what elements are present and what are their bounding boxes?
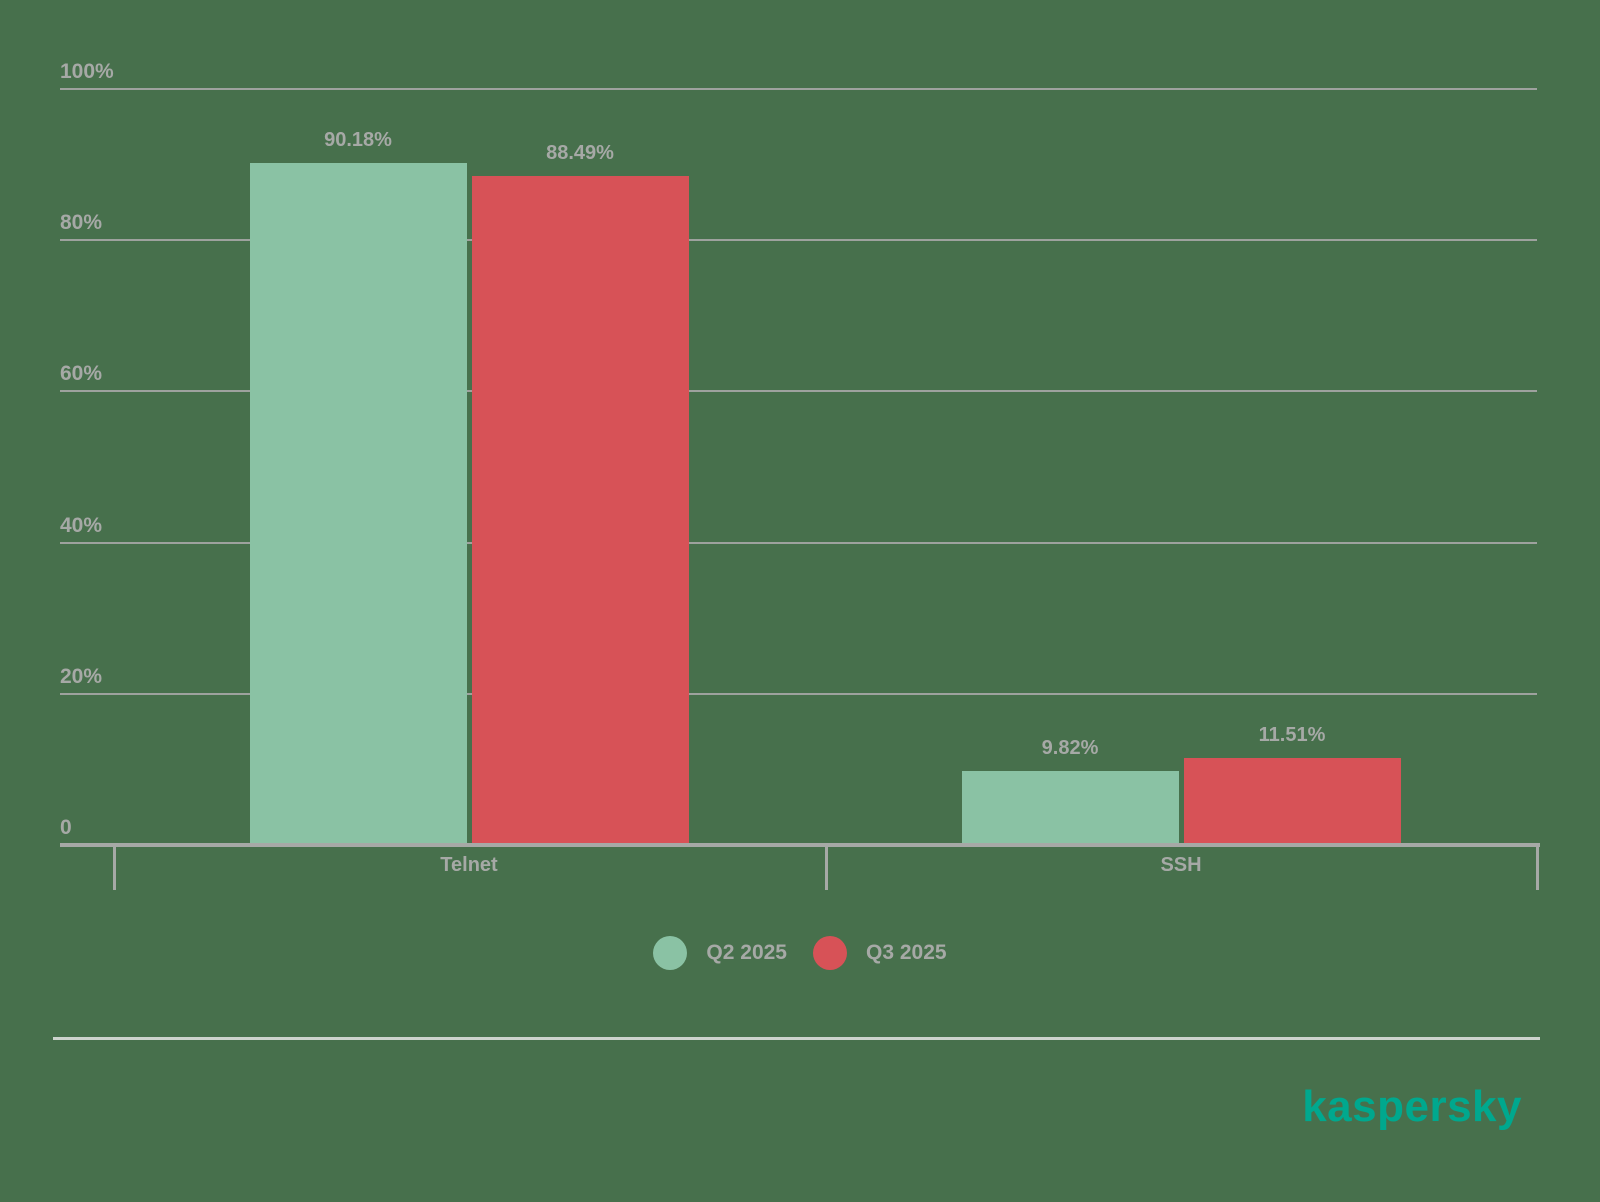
kaspersky-logo: kaspersky [1302,1082,1522,1131]
ytick-label-100: 100% [60,60,114,83]
ytick-label-80: 80% [60,211,103,235]
category-label-ssh: SSH [1160,854,1202,876]
x-axis-tick-2 [1536,847,1539,890]
gridline-80 [60,239,1537,242]
gridline-40 [60,541,1537,544]
legend-swatch-q3-2025 [813,936,847,970]
bar-q3-2025-ssh [1183,757,1401,845]
ytick-label-60: 60% [60,362,103,386]
x-axis-line [60,843,1540,847]
legend-swatch-q2-2025 [653,936,688,970]
chart-legend: Q2 2025 Q3 2025 [0,936,1600,970]
legend-label-q3-2025: Q3 2025 [866,941,947,964]
gridline-60 [60,390,1537,393]
legend-item-q3-2025: Q3 2025 [813,936,947,970]
value-label-q2-2025-telnet: 90.18% [324,129,392,152]
legend-label-q2-2025: Q2 2025 [706,941,787,964]
x-axis-tick-1 [825,847,828,890]
gridline-100 [60,88,1537,90]
x-axis-tick-0 [113,847,116,890]
category-label-telnet: Telnet [440,854,498,876]
bar-q2-2025-ssh [961,770,1179,845]
bar-q3-2025-telnet [471,176,689,845]
bar-q2-2025-telnet [249,163,467,845]
ytick-label-20: 20% [60,664,103,688]
value-label-q3-2025-telnet: 88.49% [546,142,614,164]
value-label-q2-2025-ssh: 9.82% [1041,736,1099,759]
ytick-label-0: 0 [60,816,72,839]
footer-divider [53,1037,1540,1040]
value-label-q3-2025-ssh: 11.51% [1258,723,1326,746]
gridline-20 [60,692,1537,695]
ytick-label-40: 40% [60,513,103,537]
legend-item-q2-2025: Q2 2025 [653,936,787,970]
